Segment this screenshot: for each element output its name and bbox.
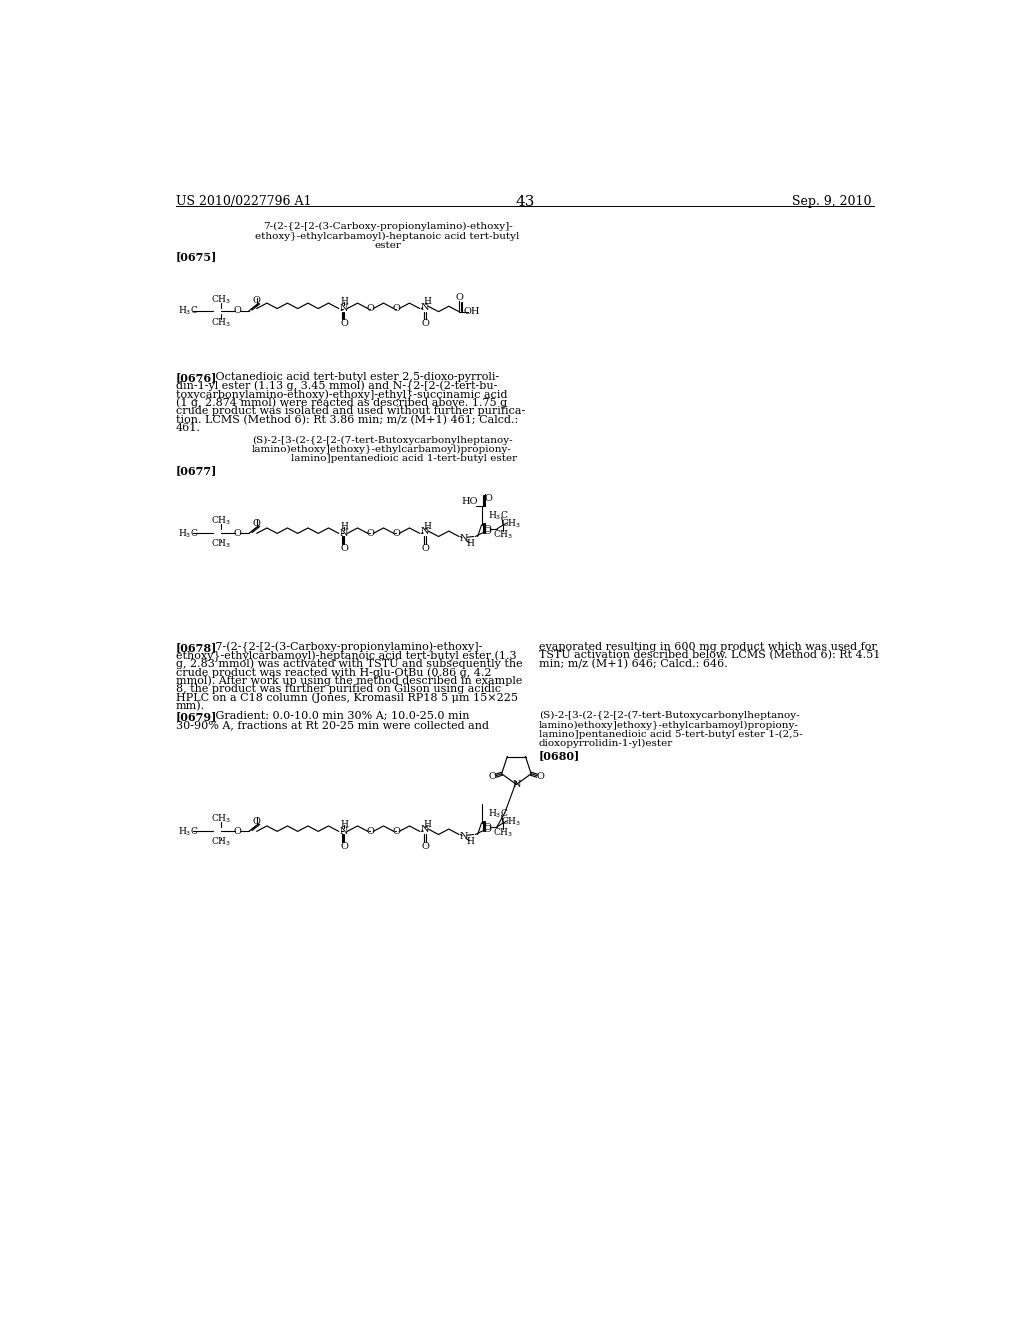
Text: O: O (483, 825, 492, 834)
Text: CH$_3$: CH$_3$ (211, 513, 231, 527)
Text: O: O (367, 529, 375, 537)
Text: O: O (422, 544, 430, 553)
Text: [0676]: [0676] (176, 372, 217, 383)
Text: O: O (367, 826, 375, 836)
Text: 7-(2-{2-[2-(3-Carboxy-propionylamino)-ethoxy]-: 7-(2-{2-[2-(3-Carboxy-propionylamino)-et… (263, 222, 512, 231)
Text: 461.: 461. (176, 424, 201, 433)
Text: HPLC on a C18 column (Jones, Kromasil RP18 5 μm 15×225: HPLC on a C18 column (Jones, Kromasil RP… (176, 693, 518, 704)
Text: mm).: mm). (176, 701, 205, 711)
Text: CH$_3$: CH$_3$ (211, 836, 231, 849)
Text: Octanedioic acid tert-butyl ester 2,5-dioxo-pyrroli-: Octanedioic acid tert-butyl ester 2,5-di… (212, 372, 500, 383)
Text: Gradient: 0.0-10.0 min 30% A; 10.0-25.0 min: Gradient: 0.0-10.0 min 30% A; 10.0-25.0 … (212, 711, 470, 721)
Text: dioxopyrrolidin-1-yl)ester: dioxopyrrolidin-1-yl)ester (539, 739, 673, 748)
Text: ester: ester (374, 240, 401, 249)
Text: H: H (424, 521, 431, 531)
Text: O: O (393, 529, 400, 537)
Text: H: H (424, 820, 431, 829)
Text: O: O (488, 772, 497, 781)
Text: H: H (466, 837, 474, 846)
Text: O: O (483, 525, 492, 535)
Text: N: N (420, 528, 429, 536)
Text: 43: 43 (515, 195, 535, 210)
Text: g, 2.83 mmol) was activated with TSTU and subsequently the: g, 2.83 mmol) was activated with TSTU an… (176, 659, 522, 669)
Text: N: N (460, 533, 468, 543)
Text: 30-90% A, fractions at Rt 20-25 min were collected and: 30-90% A, fractions at Rt 20-25 min were… (176, 719, 489, 730)
Text: H: H (340, 297, 348, 306)
Text: N: N (512, 780, 520, 789)
Text: mmol). After work up using the method described in example: mmol). After work up using the method de… (176, 676, 522, 686)
Text: O: O (233, 306, 242, 315)
Text: CH$_3$: CH$_3$ (211, 539, 231, 550)
Text: OH: OH (464, 308, 480, 317)
Text: crude product was reacted with H-glu-OtBu (0.86 g, 4.2: crude product was reacted with H-glu-OtB… (176, 668, 492, 678)
Text: CH$_3$: CH$_3$ (501, 517, 521, 529)
Text: din-1-yl ester (1.13 g, 3.45 mmol) and N-{2-[2-(2-tert-bu-: din-1-yl ester (1.13 g, 3.45 mmol) and N… (176, 381, 498, 392)
Text: N: N (460, 832, 468, 841)
Text: O: O (253, 817, 260, 826)
Text: (S)-2-[3-(2-{2-[2-(7-tert-Butoxycarbonylheptanoy-: (S)-2-[3-(2-{2-[2-(7-tert-Butoxycarbonyl… (252, 436, 513, 445)
Text: H$_3$C: H$_3$C (178, 305, 199, 317)
Text: ethoxy}-ethylcarbamoyl)-heptanoic acid tert-butyl: ethoxy}-ethylcarbamoyl)-heptanoic acid t… (255, 231, 520, 240)
Text: O: O (340, 318, 348, 327)
Text: (1 g, 2.874 mmol) were reacted as described above. 1.75 g: (1 g, 2.874 mmol) were reacted as descri… (176, 397, 507, 408)
Text: [0680]: [0680] (539, 750, 580, 760)
Text: O: O (340, 544, 348, 553)
Text: N: N (340, 304, 348, 313)
Text: O: O (455, 293, 463, 301)
Text: crude product was isolated and used without further purifica-: crude product was isolated and used with… (176, 407, 525, 416)
Text: 7-(2-{2-[2-(3-Carboxy-propionylamino)-ethoxy]-: 7-(2-{2-[2-(3-Carboxy-propionylamino)-et… (212, 642, 483, 653)
Text: O: O (253, 297, 260, 305)
Text: O: O (422, 318, 430, 327)
Text: O: O (483, 824, 492, 832)
Text: lamino]pentanedioic acid 1-tert-butyl ester: lamino]pentanedioic acid 1-tert-butyl es… (291, 454, 517, 463)
Text: CH$_3$: CH$_3$ (494, 826, 513, 840)
Text: [0675]: [0675] (176, 252, 217, 263)
Text: ethoxy}-ethylcarbamoyl)-heptanoic acid tert-butyl ester (1.3: ethoxy}-ethylcarbamoyl)-heptanoic acid t… (176, 651, 517, 661)
Text: evaporated resulting in 600 mg product which was used for: evaporated resulting in 600 mg product w… (539, 642, 877, 652)
Text: O: O (393, 304, 400, 313)
Text: CH$_3$: CH$_3$ (211, 317, 231, 329)
Text: Sep. 9, 2010: Sep. 9, 2010 (793, 195, 872, 209)
Text: O: O (367, 304, 375, 313)
Text: H: H (424, 297, 431, 306)
Text: N: N (420, 825, 429, 834)
Text: N: N (420, 302, 429, 312)
Text: HO: HO (462, 498, 478, 507)
Text: TSTU activation described below. LCMS (Method 6): Rt 4.51: TSTU activation described below. LCMS (M… (539, 651, 880, 661)
Text: O: O (253, 519, 260, 528)
Text: H: H (340, 521, 348, 531)
Text: O: O (340, 842, 348, 850)
Text: CH$_3$: CH$_3$ (494, 529, 513, 541)
Text: min; m/z (M+1) 646; Calcd.: 646.: min; m/z (M+1) 646; Calcd.: 646. (539, 659, 727, 669)
Text: H$_3$C: H$_3$C (488, 808, 509, 820)
Text: H$_3$C: H$_3$C (178, 825, 199, 838)
Text: toxycarbonylamino-ethoxy)-ethoxy]-ethyl}-succinamic acid: toxycarbonylamino-ethoxy)-ethoxy]-ethyl}… (176, 389, 508, 401)
Text: O: O (233, 826, 242, 836)
Text: [0677]: [0677] (176, 465, 217, 477)
Text: (S)-2-[3-(2-{2-[2-(7-tert-Butoxycarbonylheptanoy-: (S)-2-[3-(2-{2-[2-(7-tert-Butoxycarbonyl… (539, 711, 800, 721)
Text: O: O (536, 772, 544, 781)
Text: O: O (393, 826, 400, 836)
Text: CH$_3$: CH$_3$ (501, 816, 521, 828)
Text: O: O (233, 529, 242, 537)
Text: H: H (466, 539, 474, 548)
Text: lamino)ethoxy]ethoxy}-ethylcarbamoyl)propiony-: lamino)ethoxy]ethoxy}-ethylcarbamoyl)pro… (252, 445, 512, 454)
Text: H$_3$C: H$_3$C (488, 510, 509, 521)
Text: O: O (483, 528, 492, 536)
Text: N: N (340, 529, 348, 537)
Text: lamino]pentanedioic acid 5-tert-butyl ester 1-(2,5-: lamino]pentanedioic acid 5-tert-butyl es… (539, 730, 803, 739)
Text: CH$_3$: CH$_3$ (211, 812, 231, 825)
Text: N: N (340, 826, 348, 836)
Text: 8, the product was further purified on Gilson using acidic: 8, the product was further purified on G… (176, 684, 501, 694)
Text: [0678]: [0678] (176, 642, 217, 653)
Text: O: O (484, 494, 493, 503)
Text: CH$_3$: CH$_3$ (211, 293, 231, 305)
Text: H$_3$C: H$_3$C (178, 527, 199, 540)
Text: H: H (340, 820, 348, 829)
Text: O: O (422, 842, 430, 850)
Text: US 2010/0227796 A1: US 2010/0227796 A1 (176, 195, 311, 209)
Text: tion. LCMS (Method 6): Rt 3.86 min; m/z (M+1) 461; Calcd.:: tion. LCMS (Method 6): Rt 3.86 min; m/z … (176, 414, 518, 425)
Text: [0679]: [0679] (176, 711, 217, 722)
Text: lamino)ethoxy]ethoxy}-ethylcarbamoyl)propiony-: lamino)ethoxy]ethoxy}-ethylcarbamoyl)pro… (539, 721, 799, 730)
